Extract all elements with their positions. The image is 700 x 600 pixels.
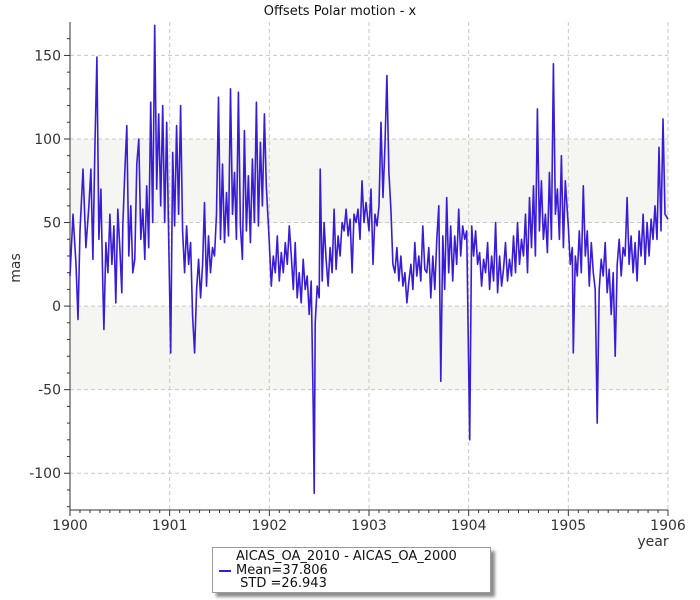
series-line-0 — [69, 24, 669, 495]
y-tick-label: 50 — [43, 216, 61, 232]
x-tick-label: 1901 — [152, 518, 188, 534]
y-tick-label: 0 — [52, 299, 61, 315]
y-tick-label: 150 — [34, 48, 61, 64]
legend-series-name: AICAS_OA_2010 - AICAS_OA_2000 — [236, 549, 457, 564]
y-tick-label: -100 — [29, 466, 61, 482]
chart-title: Offsets Polar motion - x — [264, 4, 417, 19]
shaded-band-1 — [70, 138, 668, 223]
x-tick-label: 1903 — [351, 518, 387, 534]
x-axis-label: year — [637, 534, 668, 550]
chart-ticks: -100 -50 0 50 100 150 1900 1901 1902 1903 1904 1905… — [29, 38, 686, 534]
legend-mean: Mean=37.806 — [236, 563, 328, 578]
y-tick-label: 100 — [34, 132, 61, 148]
x-tick-label: 1906 — [650, 518, 686, 534]
y-axis-label: mas — [8, 253, 24, 283]
x-tick-label: 1900 — [52, 518, 88, 534]
legend-std: STD =26.943 — [236, 576, 327, 591]
legend-box: AICAS_OA_2010 - AICAS_OA_2000 Mean=37.80… — [212, 547, 491, 593]
chart-grid — [70, 22, 669, 510]
legend-line-swatch — [219, 570, 231, 572]
x-tick-label: 1902 — [252, 518, 288, 534]
x-tick-label: 1904 — [451, 518, 487, 534]
x-tick-label: 1905 — [551, 518, 587, 534]
y-tick-label: -50 — [38, 383, 61, 399]
chart-series — [69, 24, 669, 495]
